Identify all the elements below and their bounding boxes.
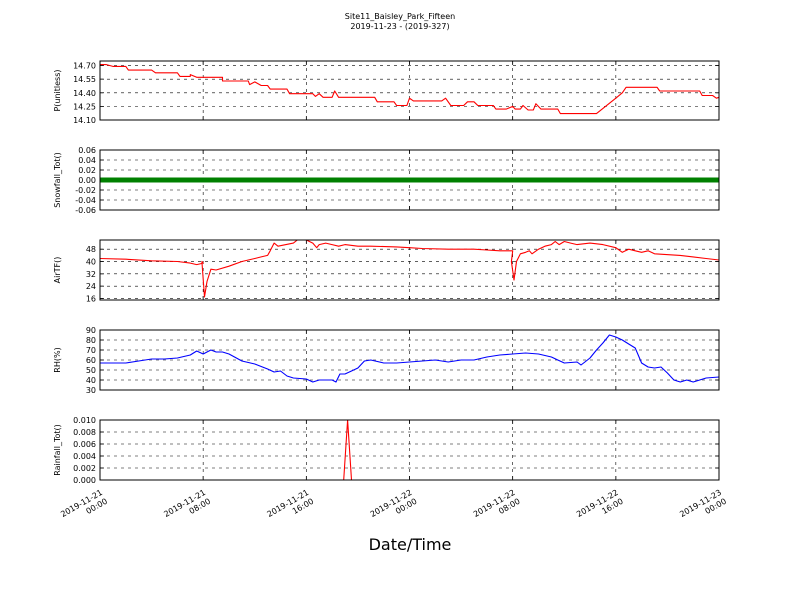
y-tick-label: 40 (86, 258, 96, 267)
y-tick-label: 14.55 (73, 75, 96, 84)
panel-0: 14.10 14.25 14.40 14.55 14.70 P(unitless) (53, 60, 720, 125)
panel-frame (99, 149, 720, 211)
y-tick-label: 14.10 (73, 116, 96, 125)
y-tick-label: 14.70 (73, 62, 96, 71)
chart-subtitle: 2019-11-23 - (2019-327) (350, 22, 449, 31)
panel-4: 0.000 0.002 0.004 0.006 0.008 0.010 Rainfall_T… (53, 416, 720, 485)
y-tick-label: 24 (86, 282, 96, 291)
y-tick-label: -0.06 (75, 206, 96, 215)
y-tick-label: 80 (86, 336, 96, 345)
panel-2: 16 24 32 40 48 AirTF() (53, 239, 720, 303)
x-tick-labels: 2019-11-2100:00 2019-11-2108:00 2019-11-21… (59, 488, 728, 528)
y-tick-label: 48 (86, 245, 96, 254)
x-tick-label: 2019-11-2116:00 (266, 488, 316, 528)
series-line (100, 334, 720, 383)
chart-title: Site11_Baisley_Park_Fifteen (345, 12, 455, 21)
y-tick-label: 0.004 (73, 452, 96, 461)
panel-frame (99, 239, 720, 301)
y-tick-label: 0.006 (73, 440, 96, 449)
y-tick-label: 0.002 (73, 464, 96, 473)
x-tick-label: 2019-11-2300:00 (678, 488, 728, 528)
y-tick-label: 0.04 (78, 156, 96, 165)
x-axis-label: Date/Time (369, 535, 452, 554)
y-tick-label: 50 (86, 366, 96, 375)
y-tick-label: 60 (86, 356, 96, 365)
series-line (99, 239, 720, 298)
panels-group: 14.10 14.25 14.40 14.55 14.70 P(unitless) -0.0… (53, 60, 720, 485)
y-axis-label: P(unitless) (53, 69, 62, 111)
y-axis-label: RH(%) (53, 347, 62, 372)
y-tick-label: 30 (86, 386, 96, 395)
y-tick-label: 70 (86, 346, 96, 355)
x-tick-label: 2019-11-2108:00 (162, 488, 212, 528)
y-axis-label: AirTF() (53, 257, 62, 284)
y-tick-label: 0.02 (78, 166, 96, 175)
x-tick-label: 2019-11-2216:00 (575, 488, 625, 528)
y-tick-label: -0.04 (75, 196, 96, 205)
y-tick-label: 0.010 (73, 416, 96, 425)
y-axis-label: Rainfall_Tot() (53, 424, 62, 476)
y-axis-label: Snowfall_Tot() (53, 152, 62, 208)
y-tick-label: 0.06 (78, 146, 96, 155)
x-tick-label: 2019-11-2100:00 (59, 488, 109, 528)
y-tick-label: 14.40 (73, 89, 96, 98)
panel-frame (99, 419, 720, 481)
panel-frame (99, 60, 720, 121)
y-tick-label: 90 (86, 326, 96, 335)
panel-1: -0.06-0.04-0.020.000.020.040.06 Snowfall_… (53, 146, 720, 215)
series-line (100, 64, 720, 115)
y-tick-label: 14.25 (73, 102, 96, 111)
x-tick-label: 2019-11-2208:00 (472, 488, 522, 528)
panel-frame (99, 329, 720, 391)
y-tick-label: 0.000 (73, 476, 96, 485)
x-tick-label: 2019-11-2200:00 (369, 488, 419, 528)
y-tick-label: 16 (86, 294, 96, 303)
y-tick-label: -0.02 (75, 186, 96, 195)
y-tick-label: 40 (86, 376, 96, 385)
y-tick-label: 0.008 (73, 428, 96, 437)
y-tick-label: 32 (86, 270, 96, 279)
y-tick-label: 0.00 (78, 176, 96, 185)
